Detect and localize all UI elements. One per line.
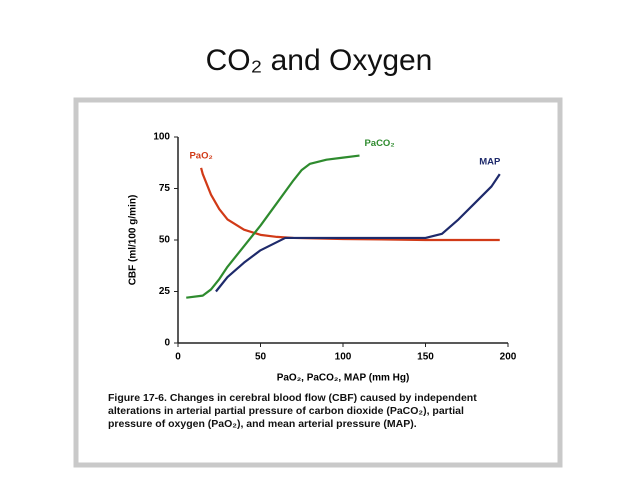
x-tick-label: 0: [175, 352, 181, 363]
figure-caption: Figure 17-6. Changes in cerebral blood f…: [108, 392, 477, 430]
y-axis-label: CBF (ml/100 g/min): [128, 195, 139, 286]
x-tick-label: 200: [500, 352, 517, 363]
series-label: PaO₂: [189, 150, 212, 161]
x-tick-label: 50: [255, 352, 267, 363]
y-tick-label: 75: [159, 183, 171, 194]
y-tick-label: 100: [153, 132, 170, 143]
y-tick-label: 0: [164, 338, 170, 349]
line-series: [186, 154, 360, 299]
x-tick-label: 100: [335, 352, 352, 363]
line-series: [215, 173, 501, 293]
y-tick-label: 50: [159, 235, 171, 246]
x-axis-label: PaO₂, PaCO₂, MAP (mm Hg): [277, 373, 410, 384]
slide-title: CO₂ and Oxygen: [206, 44, 433, 77]
y-tick-label: 25: [159, 286, 171, 297]
series-label: PaCO₂: [364, 138, 394, 149]
x-tick-label: 150: [417, 352, 434, 363]
series-label: MAP: [479, 157, 501, 168]
line-series: [200, 167, 500, 242]
